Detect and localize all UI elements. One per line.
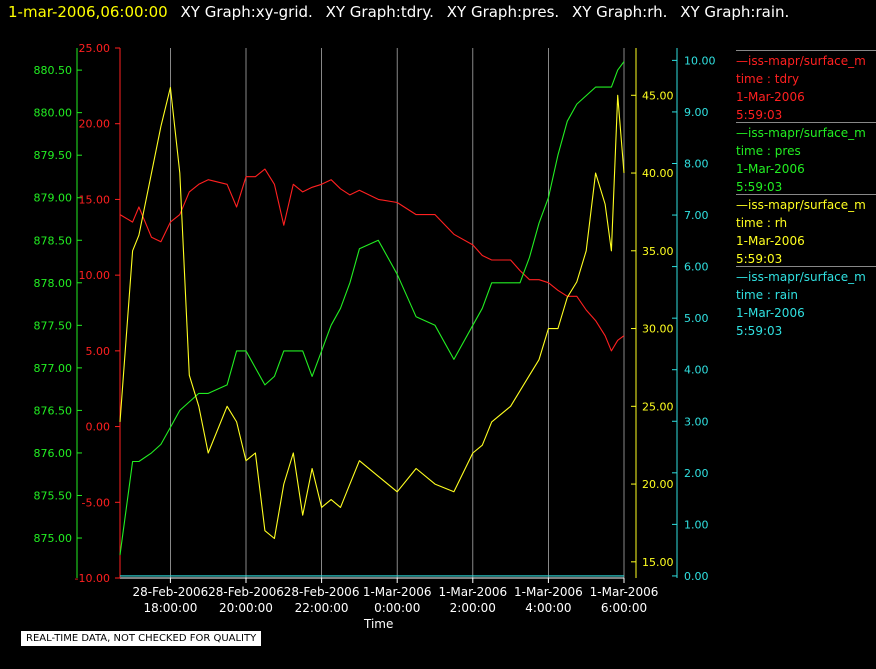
series-line-rh [119,86,625,540]
legend-time: 5:59:03 [736,108,783,122]
header-timestamp: 1-mar-2006,06:00:00 [8,3,168,21]
x-tick-label-time: 20:00:00 [219,601,273,615]
y-tick-label-tdry: 10.00 [79,269,111,282]
y-tick-label-rain: 4.00 [684,364,709,377]
legend-date: 1-Mar-2006 [736,234,805,248]
header-title-rain: XY Graph:rain. [680,3,790,21]
y-tick-label-pres: 876.00 [34,447,73,460]
x-tick-label-date: 1-Mar-2006 [514,585,583,599]
y-tick-label-rain: 10.00 [684,54,716,67]
header-bar: 1-mar-2006,06:00:00 XY Graph:xy-grid. XY… [8,3,789,21]
y-tick-label-pres: 878.50 [34,234,73,247]
header-title-tdry: XY Graph:tdry. [325,3,434,21]
legend-var: time : tdry [736,72,800,86]
y-tick-label-tdry: 15.00 [79,193,111,206]
y-tick-label-rain: 9.00 [684,106,709,119]
y-tick-label-pres: 877.50 [34,319,73,332]
header-title-pres: XY Graph:pres. [446,3,560,21]
x-tick-label-time: 22:00:00 [295,601,349,615]
y-tick-label-rain: 6.00 [684,261,709,274]
y-tick-label-rain: 8.00 [684,157,709,170]
y-tick-label-rh: 45.00 [642,89,674,102]
y-tick-label-tdry: 0.00 [86,421,111,434]
legend-name: —iss-mapr/surface_m [736,122,876,142]
y-tick-label-rh: 35.00 [642,245,674,258]
legend-name: —iss-mapr/surface_m [736,194,876,214]
y-tick-label-tdry: 20.00 [79,118,111,131]
header-title-rh: XY Graph:rh. [571,3,668,21]
x-tick-label-date: 28-Feb-2006 [208,585,284,599]
y-tick-label-pres: 876.50 [34,404,73,417]
legend-time: 5:59:03 [736,252,783,266]
x-tick-label-time: 0:00:00 [374,601,420,615]
y-tick-label-rain: 3.00 [684,415,709,428]
legend-date: 1-Mar-2006 [736,90,805,104]
legend-name: —iss-mapr/surface_m [736,50,876,70]
x-tick-label-date: 1-Mar-2006 [590,585,659,599]
x-tick-label-date: 1-Mar-2006 [438,585,507,599]
y-tick-label-rain: 1.00 [684,518,709,531]
legend-var: time : pres [736,144,801,158]
y-tick-label-pres: 875.00 [34,532,73,545]
quality-note: REAL-TIME DATA, NOT CHECKED FOR QUALITY [21,631,262,646]
legend-var: time : rain [736,288,799,302]
x-tick-label-time: 4:00:00 [525,601,571,615]
x-axis-title: Time [364,617,394,631]
x-tick-label-date: 28-Feb-2006 [133,585,209,599]
legend-time: 5:59:03 [736,180,783,194]
legend-var: time : rh [736,216,788,230]
legend-date: 1-Mar-2006 [736,306,805,320]
y-tick-label-rain: 7.00 [684,209,709,222]
y-tick-label-tdry: 25.00 [79,42,111,55]
x-tick-label-time: 6:00:00 [601,601,647,615]
y-tick-label-pres: 880.00 [34,107,73,120]
x-tick-label-date: 1-Mar-2006 [363,585,432,599]
legend-panel: —iss-mapr/surface_m time : tdry 1-Mar-2006… [736,50,876,338]
y-tick-label-pres: 879.00 [34,192,73,205]
y-tick-label-pres: 880.50 [34,64,73,77]
y-tick-label-pres: 875.50 [34,489,73,502]
y-tick-label-rain: 2.00 [684,467,709,480]
y-tick-label-rain: 0.00 [684,570,709,583]
y-tick-label-pres: 878.00 [34,277,73,290]
x-tick-label-time: 2:00:00 [450,601,496,615]
y-tick-label-rh: 30.00 [642,323,674,336]
y-tick-label-rh: 20.00 [642,478,674,491]
legend-date: 1-Mar-2006 [736,162,805,176]
y-tick-label-pres: 877.00 [34,362,73,375]
y-tick-label-tdry: -10.00 [75,572,110,585]
legend-time: 5:59:03 [736,324,783,338]
y-tick-label-tdry: 5.00 [86,345,111,358]
x-tick-label-date: 28-Feb-2006 [284,585,360,599]
y-tick-label-rain: 5.00 [684,312,709,325]
y-tick-label-rh: 40.00 [642,167,674,180]
y-tick-label-tdry: -5.00 [82,496,110,509]
y-tick-label-pres: 879.50 [34,149,73,162]
header-title-grid: XY Graph:xy-grid. [180,3,313,21]
legend-name: —iss-mapr/surface_m [736,266,876,286]
x-tick-label-time: 18:00:00 [143,601,197,615]
series-line-tdry [119,168,625,352]
y-tick-label-rh: 25.00 [642,400,674,413]
y-tick-label-rh: 15.00 [642,556,674,569]
